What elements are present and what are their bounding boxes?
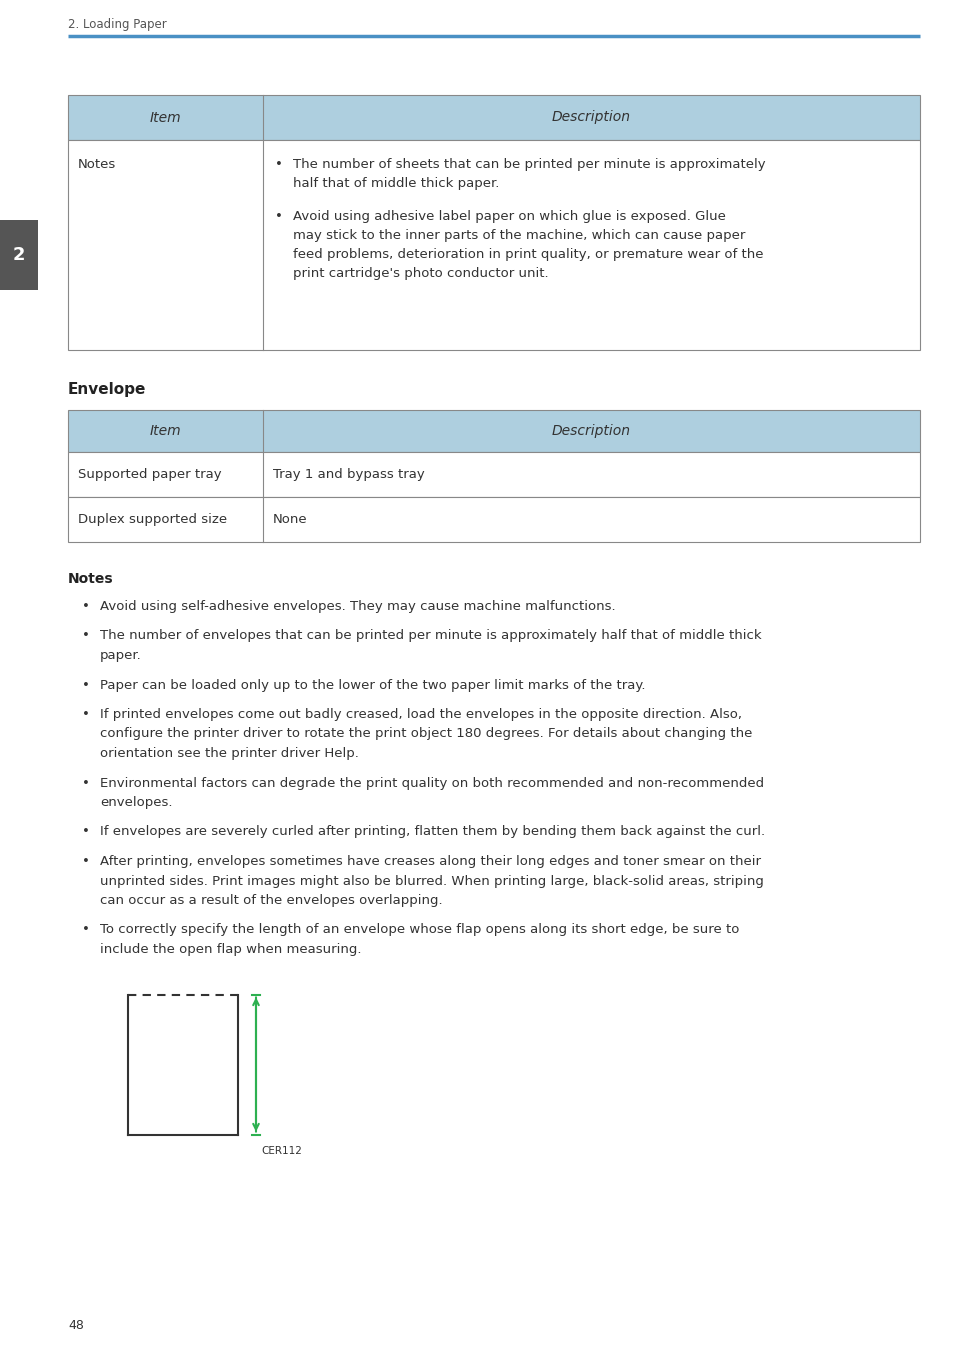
Text: feed problems, deterioration in print quality, or premature wear of the: feed problems, deterioration in print qu… <box>293 248 763 261</box>
Text: •: • <box>82 777 90 790</box>
Text: After printing, envelopes sometimes have creases along their long edges and tone: After printing, envelopes sometimes have… <box>100 855 761 868</box>
Text: Notes: Notes <box>68 573 113 586</box>
Text: •: • <box>275 209 283 223</box>
Bar <box>128 994 238 1134</box>
Text: orientation see the printer driver Help.: orientation see the printer driver Help. <box>100 747 359 760</box>
Text: CER112: CER112 <box>261 1146 302 1156</box>
Bar <box>68 95 920 140</box>
Text: •: • <box>82 630 90 642</box>
Bar <box>68 140 920 350</box>
Text: Avoid using adhesive label paper on which glue is exposed. Glue: Avoid using adhesive label paper on whic… <box>293 209 726 223</box>
Text: 2. Loading Paper: 2. Loading Paper <box>68 18 167 31</box>
Text: The number of envelopes that can be printed per minute is approximately half tha: The number of envelopes that can be prin… <box>100 630 761 642</box>
Text: Item: Item <box>150 424 181 438</box>
Text: Description: Description <box>552 110 631 125</box>
Text: Item: Item <box>150 110 181 125</box>
Text: 48: 48 <box>68 1319 83 1331</box>
Text: None: None <box>273 513 308 526</box>
Text: Description: Description <box>552 424 631 438</box>
Text: may stick to the inner parts of the machine, which can cause paper: may stick to the inner parts of the mach… <box>293 228 745 242</box>
Text: Avoid using self-adhesive envelopes. They may cause machine malfunctions.: Avoid using self-adhesive envelopes. The… <box>100 600 616 613</box>
Text: •: • <box>82 709 90 721</box>
Text: Tray 1 and bypass tray: Tray 1 and bypass tray <box>273 468 425 481</box>
Text: can occur as a result of the envelopes overlapping.: can occur as a result of the envelopes o… <box>100 894 443 907</box>
Text: configure the printer driver to rotate the print object 180 degrees. For details: configure the printer driver to rotate t… <box>100 728 753 740</box>
Text: If envelopes are severely curled after printing, flatten them by bending them ba: If envelopes are severely curled after p… <box>100 826 765 839</box>
Text: Supported paper tray: Supported paper tray <box>78 468 222 481</box>
Bar <box>68 452 920 496</box>
Text: •: • <box>275 158 283 171</box>
Text: paper.: paper. <box>100 649 142 662</box>
Text: include the open flap when measuring.: include the open flap when measuring. <box>100 942 362 956</box>
Text: •: • <box>82 826 90 839</box>
Text: Paper can be loaded only up to the lower of the two paper limit marks of the tra: Paper can be loaded only up to the lower… <box>100 679 645 691</box>
Text: Envelope: Envelope <box>68 382 147 397</box>
Text: Duplex supported size: Duplex supported size <box>78 513 227 526</box>
Text: •: • <box>82 679 90 691</box>
Text: unprinted sides. Print images might also be blurred. When printing large, black-: unprinted sides. Print images might also… <box>100 874 764 888</box>
Text: envelopes.: envelopes. <box>100 796 173 809</box>
Text: •: • <box>82 855 90 868</box>
Bar <box>68 496 920 543</box>
Text: Notes: Notes <box>78 158 116 171</box>
Text: To correctly specify the length of an envelope whose flap opens along its short : To correctly specify the length of an en… <box>100 923 739 937</box>
Text: •: • <box>82 923 90 937</box>
Text: half that of middle thick paper.: half that of middle thick paper. <box>293 177 500 190</box>
Bar <box>68 409 920 452</box>
Text: The number of sheets that can be printed per minute is approximately: The number of sheets that can be printed… <box>293 158 765 171</box>
Text: print cartridge's photo conductor unit.: print cartridge's photo conductor unit. <box>293 267 549 280</box>
Text: •: • <box>82 600 90 613</box>
Text: Environmental factors can degrade the print quality on both recommended and non-: Environmental factors can degrade the pr… <box>100 777 764 790</box>
Text: If printed envelopes come out badly creased, load the envelopes in the opposite : If printed envelopes come out badly crea… <box>100 709 742 721</box>
Text: 2: 2 <box>12 246 25 264</box>
Bar <box>0 220 38 290</box>
